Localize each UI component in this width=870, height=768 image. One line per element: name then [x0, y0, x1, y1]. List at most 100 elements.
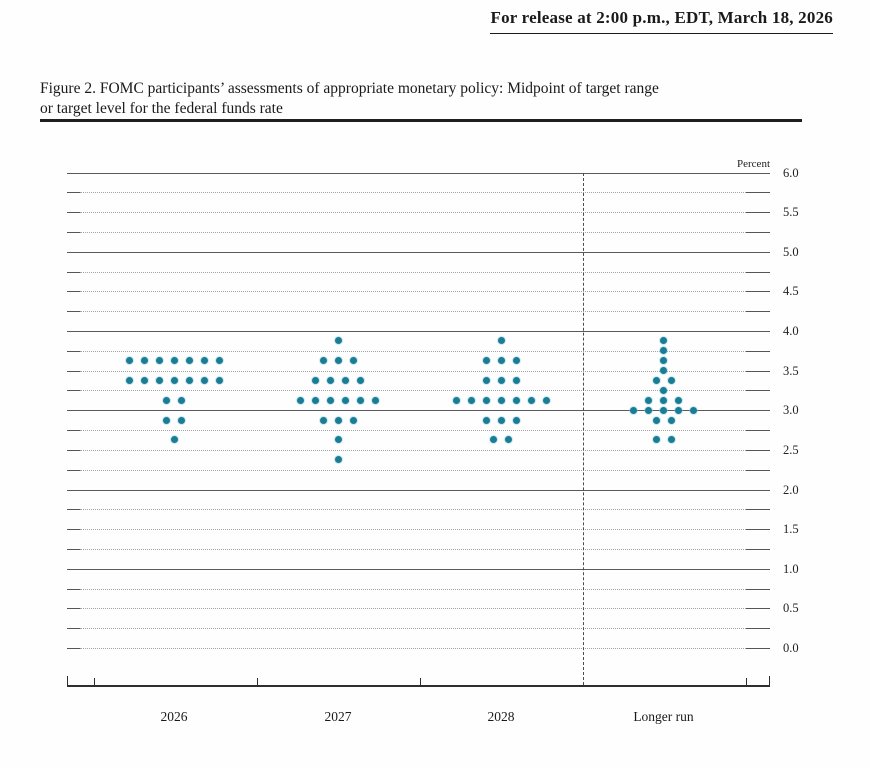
y-axis-label: 6.0	[783, 165, 799, 180]
projection-dot	[319, 416, 327, 424]
projection-dot	[652, 416, 660, 424]
gridline-dotted	[80, 212, 746, 214]
gridline-right-tick	[746, 192, 770, 194]
projection-dot	[185, 357, 193, 365]
y-axis-label: 4.5	[783, 284, 799, 299]
projection-dot	[512, 357, 520, 365]
projection-dot	[140, 357, 148, 365]
projection-dot	[334, 436, 342, 444]
y-axis-unit-label: Percent	[737, 158, 770, 170]
x-axis-line	[67, 685, 770, 687]
gridline-left-tick	[67, 311, 80, 313]
projection-dot	[660, 406, 667, 414]
projection-dot	[140, 377, 148, 385]
gridline-left-tick	[67, 529, 80, 531]
gridline-left-tick	[67, 449, 80, 451]
x-axis-tick	[94, 678, 95, 685]
projection-dot	[542, 396, 550, 404]
projection-dot	[690, 406, 697, 414]
projection-dot	[357, 377, 364, 385]
projection-dot	[660, 386, 667, 394]
projection-dot	[349, 416, 357, 424]
gridline-dotted	[80, 548, 746, 550]
projection-dot	[357, 396, 364, 404]
gridline-left-tick	[67, 628, 80, 630]
gridline-left-tick	[67, 469, 80, 471]
projection-dot	[312, 396, 319, 404]
gridline-dotted	[80, 469, 746, 471]
projection-dot	[327, 377, 334, 385]
x-axis-tick	[420, 678, 421, 685]
gridline-right-tick	[746, 231, 770, 233]
gridline-right-tick	[746, 548, 770, 550]
projection-dot	[327, 396, 334, 404]
gridline-left-tick	[67, 370, 80, 372]
x-category-label: Longer run	[633, 709, 694, 724]
projection-dot	[334, 416, 342, 424]
projection-dot	[482, 396, 490, 404]
release-header: For release at 2:00 p.m., EDT, March 18,…	[490, 8, 833, 34]
gridline-dotted	[80, 588, 746, 590]
projection-dot	[497, 337, 505, 345]
projection-dot	[482, 416, 490, 424]
y-axis-label: 3.0	[783, 403, 799, 418]
gridline-left-tick	[67, 608, 80, 610]
gridline-left-tick	[67, 548, 80, 550]
projection-dot	[215, 377, 223, 385]
projection-dot	[297, 396, 304, 404]
projection-dot	[200, 357, 208, 365]
gridline-dotted	[80, 529, 746, 531]
projection-dot	[667, 436, 675, 444]
x-category-label: 2028	[487, 709, 515, 724]
gridline-left-tick	[67, 231, 80, 233]
projection-dot	[163, 396, 170, 404]
y-axis-label: 1.5	[783, 522, 799, 537]
gridline-dotted	[80, 430, 746, 432]
gridline-right-tick	[746, 588, 770, 590]
projection-dot	[467, 396, 475, 404]
y-axis-label: 5.0	[783, 244, 799, 259]
figure-title: Figure 2. FOMC participants’ assessments…	[40, 79, 785, 118]
gridline-right-tick	[746, 648, 770, 649]
gridline-dotted	[80, 291, 746, 293]
gridline-right-tick	[746, 469, 770, 471]
gridline-right-tick	[746, 509, 770, 511]
projection-dot	[667, 377, 675, 385]
gridline-dotted	[80, 449, 746, 451]
gridline-dotted	[80, 509, 746, 511]
projection-dot	[178, 396, 185, 404]
projection-dot	[170, 436, 178, 444]
projection-dot	[660, 396, 667, 404]
y-axis-label: 2.0	[783, 482, 799, 497]
projection-dot	[630, 406, 637, 414]
projection-dot	[215, 357, 223, 365]
x-axis-tick	[257, 678, 258, 685]
x-axis-endcap	[769, 676, 770, 685]
gridline-solid	[67, 568, 770, 570]
x-axis-tick	[746, 678, 747, 685]
gridline-right-tick	[746, 449, 770, 451]
gridline-solid	[67, 410, 770, 412]
gridline-right-tick	[746, 212, 770, 214]
release-header-text: For release at 2:00 p.m., EDT, March 18,…	[490, 8, 833, 27]
gridline-right-tick	[746, 390, 770, 392]
projection-dot	[155, 377, 163, 385]
y-axis-label: 5.5	[783, 205, 799, 220]
x-category-label: 2027	[324, 709, 352, 724]
gridline-dotted	[80, 271, 746, 273]
gridline-dotted	[80, 231, 746, 233]
projection-dot	[482, 377, 490, 385]
projection-dot	[512, 396, 520, 404]
projection-dot	[505, 436, 512, 444]
y-axis-label: 3.5	[783, 363, 799, 378]
projection-dot	[125, 357, 133, 365]
projection-dot	[660, 367, 667, 375]
gridline-dotted	[80, 608, 746, 610]
gridline-left-tick	[67, 648, 80, 649]
projection-dot	[652, 436, 660, 444]
gridline-left-tick	[67, 350, 80, 352]
gridline-left-tick	[67, 390, 80, 392]
gridline-dotted	[80, 192, 746, 194]
gridline-left-tick	[67, 192, 80, 194]
